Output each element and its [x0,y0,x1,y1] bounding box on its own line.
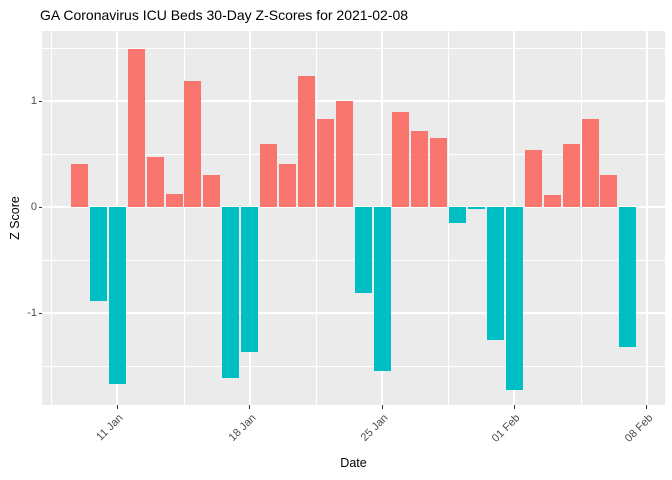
x-axis-title: Date [340,456,367,470]
bar [581,119,599,207]
y-tick-mark [38,312,42,314]
y-axis-title: Z Score [8,196,22,240]
x-tick-mark [116,405,118,409]
bar [241,207,259,353]
x-tick-mark [646,405,648,409]
bar [165,194,183,207]
x-tick-mark [513,405,515,409]
bar [89,207,107,302]
gridline-y-minor [42,366,665,367]
bar [619,207,637,347]
bar [449,207,467,223]
bar [373,207,391,372]
bar [505,207,523,391]
bar [297,75,315,207]
bar [108,207,126,385]
y-tick-label: 1 [30,95,37,107]
bar [184,80,202,207]
bar [392,111,410,207]
bar [411,130,429,207]
y-tick-label: -1 [27,307,37,319]
bar [354,207,372,293]
bar [335,101,353,207]
gridline-y-major [42,100,665,102]
gridline-x-minor [580,31,582,405]
bar [71,163,88,207]
x-tick-mark [249,405,251,409]
bar [562,144,580,207]
chart-title: GA Coronavirus ICU Beds 30-Day Z-Scores … [40,7,409,23]
gridline-x-minor [315,31,317,405]
gridline-y-minor [42,48,665,49]
bar [279,163,296,207]
gridline-x-major [645,31,648,405]
bar [316,119,334,207]
bar [543,195,561,207]
gridline-x-minor [183,31,185,405]
y-tick-mark [38,100,42,102]
bar [468,207,486,210]
bar [146,157,164,207]
x-tick-mark [381,405,383,409]
gridline-y-major [42,206,665,208]
bar [430,138,448,207]
gridline-y-minor [42,260,665,261]
bar [600,175,618,207]
gridline-y-major [42,312,665,314]
plot-panel [42,31,665,405]
gridline-x-minor [51,31,53,405]
bar [260,144,278,207]
y-tick-label: 0 [30,201,37,213]
gridline-y-minor [42,154,665,155]
bar [203,175,221,207]
bar [127,49,145,207]
bar [524,149,542,207]
gridline-x-minor [448,31,450,405]
bar [487,207,505,340]
bar [222,207,240,378]
y-tick-mark [38,206,42,208]
